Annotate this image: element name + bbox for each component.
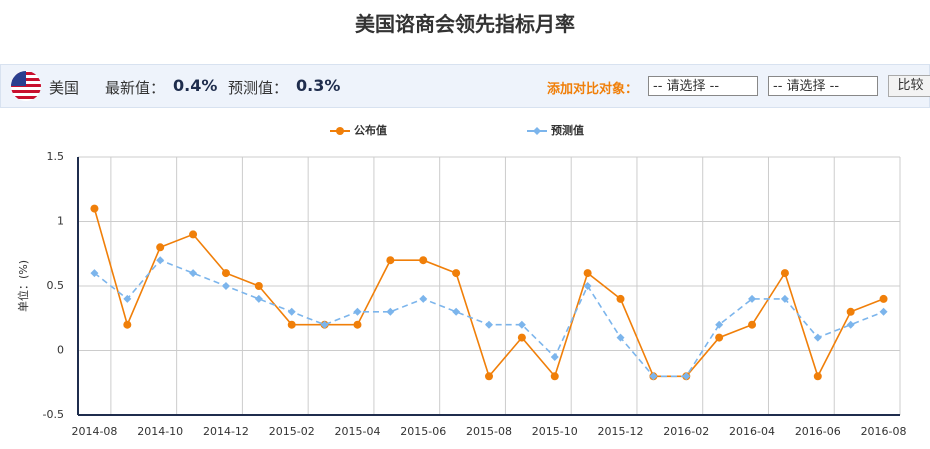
series-line: [93, 208, 884, 379]
point: [485, 372, 493, 381]
point: [287, 307, 296, 316]
point: [780, 294, 789, 303]
point: [353, 320, 362, 329]
point: [189, 269, 198, 278]
latest-value: 0.4%: [173, 76, 218, 95]
y-tick-label: -0.5: [43, 408, 64, 421]
legend-marker: [533, 127, 541, 135]
select-2[interactable]: -- 请选择 --: [768, 76, 878, 96]
legend-label: 预测值: [551, 123, 584, 137]
point: [879, 294, 888, 303]
point: [813, 333, 822, 342]
point: [90, 204, 99, 213]
x-tick-label: 2014-12: [203, 425, 249, 438]
point: [221, 282, 230, 290]
point: [550, 352, 559, 361]
point: [386, 307, 395, 316]
point: [485, 320, 493, 329]
latest-label: 最新值：: [105, 79, 166, 97]
x-tick-label: 2015-10: [532, 425, 578, 438]
point: [156, 243, 165, 252]
legend-label: 公布值: [354, 123, 387, 137]
y-tick-label: 1.5: [47, 150, 65, 163]
legend-marker: [336, 127, 344, 135]
x-tick-label: 2015-04: [334, 425, 380, 438]
y-tick-label: 0: [57, 344, 64, 357]
point: [616, 294, 625, 303]
point: [123, 294, 132, 303]
point: [156, 256, 165, 265]
x-tick-label: 2016-04: [729, 425, 775, 438]
point: [419, 294, 428, 303]
point: [386, 256, 395, 265]
point: [748, 320, 757, 329]
point: [879, 307, 888, 316]
x-tick-label: 2016-02: [663, 425, 709, 438]
point: [550, 372, 559, 381]
point: [846, 320, 855, 329]
point: [221, 269, 230, 278]
point: [320, 320, 329, 329]
info-bar: 美国 最新值： 0.4% 预测值： 0.3% 添加对比对象： -- 请选择 --…: [0, 64, 930, 108]
point: [452, 307, 461, 316]
x-tick-label: 2015-08: [466, 425, 512, 438]
point: [353, 307, 362, 316]
x-tick-label: 2014-08: [71, 425, 117, 438]
point: [254, 294, 263, 303]
x-tick-label: 2015-06: [400, 425, 446, 438]
point: [123, 320, 132, 329]
point: [583, 269, 592, 278]
flag-icon: [11, 71, 41, 101]
country: 美国: [49, 79, 80, 97]
forecast-label: 预测值：: [228, 79, 289, 97]
point: [452, 269, 461, 278]
compare-button[interactable]: 比较: [888, 75, 930, 97]
point: [682, 372, 691, 381]
point: [846, 307, 855, 316]
point: [715, 333, 724, 342]
point: [813, 372, 822, 381]
point: [748, 294, 757, 303]
point: [189, 230, 198, 239]
y-axis-label: 单位：(%): [16, 260, 30, 312]
point: [90, 269, 99, 278]
point: [419, 256, 428, 265]
point: [583, 282, 592, 290]
point: [616, 333, 625, 342]
x-tick-label: 2015-02: [269, 425, 315, 438]
y-tick-label: 0.5: [47, 279, 65, 292]
x-tick-label: 2016-06: [795, 425, 841, 438]
y-tick-label: 1: [57, 215, 64, 228]
select-1[interactable]: -- 请选择 --: [648, 76, 758, 96]
series-line: [93, 259, 884, 378]
forecast-value: 0.3%: [296, 76, 341, 95]
x-tick-label: 2014-10: [137, 425, 183, 438]
point: [254, 282, 263, 290]
point: [715, 320, 724, 329]
point: [780, 269, 789, 278]
x-tick-label: 2016-08: [861, 425, 907, 438]
page-title: 美国谘商会领先指标月率: [355, 12, 575, 36]
point: [517, 320, 526, 329]
point: [287, 320, 296, 329]
compare-label: 添加对比对象：: [547, 82, 639, 97]
point: [517, 333, 526, 342]
x-tick-label: 2015-12: [598, 425, 644, 438]
point: [649, 372, 658, 381]
